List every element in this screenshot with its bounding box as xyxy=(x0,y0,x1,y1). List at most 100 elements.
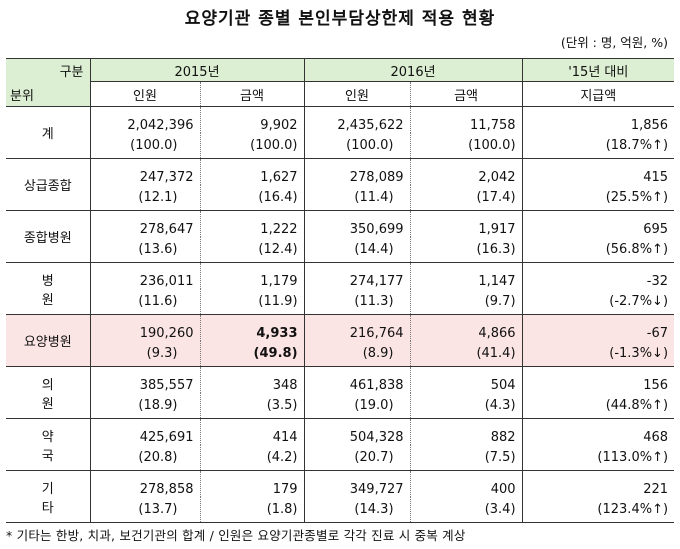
people-2016: 349,727 xyxy=(303,470,411,497)
col-people-2016: 인원 xyxy=(303,81,411,107)
people-2015-ratio: (13.6) xyxy=(89,237,200,263)
people-2016-ratio: (14.4) xyxy=(303,237,411,263)
row-label: 요양병원 xyxy=(6,314,90,367)
paid-change-ratio: (-2.7%↓) xyxy=(521,289,675,315)
amount-2016: 400 xyxy=(409,470,523,497)
paid-change: 221 xyxy=(521,470,675,497)
table-row: 요양병원 190,260 4,933 216,764 4,866 -67 xyxy=(6,314,675,367)
paid-change-ratio: (113.0%↑) xyxy=(521,445,675,471)
paid-change: 156 xyxy=(521,366,675,393)
amount-2016: 11,758 xyxy=(409,106,523,133)
year-2015-header: 2015년 xyxy=(89,58,305,82)
table-row-ratio: (13.6) (12.4) (14.4) (16.3) (56.8%↑) xyxy=(6,237,675,263)
amount-2016-ratio: (3.4) xyxy=(409,497,523,523)
people-2016: 461,838 xyxy=(303,366,411,393)
amount-2015-ratio: (12.4) xyxy=(199,237,305,263)
table-row: 계 2,042,396 9,902 2,435,622 11,758 1,856 xyxy=(6,106,675,159)
amount-2015: 179 xyxy=(199,470,305,497)
page-title: 요양기관 종별 본인부담상한제 적용 현황 xyxy=(184,9,496,29)
amount-2016: 2,042 xyxy=(409,158,523,185)
amount-2015-ratio: (1.8) xyxy=(199,497,305,523)
people-2016-ratio: (11.3) xyxy=(303,289,411,315)
amount-2016: 1,917 xyxy=(409,210,523,237)
people-2016-ratio: (20.7) xyxy=(303,445,411,471)
paid-change-ratio: (44.8%↑) xyxy=(521,393,675,419)
compare-header-line1: '15년 대비 xyxy=(521,58,675,82)
col-amount-2015: 금액 xyxy=(199,81,305,107)
amount-2016-ratio: (4.3) xyxy=(409,393,523,419)
table-row: 종합병원 278,647 1,222 350,699 1,917 695 xyxy=(6,210,675,263)
paid-change-ratio: (123.4%↑) xyxy=(521,497,675,523)
row-label: 기 타 xyxy=(6,470,90,523)
people-2016-ratio: (8.9) xyxy=(303,341,411,367)
people-2016: 504,328 xyxy=(303,418,411,445)
table-row: 기 타 278,858 179 349,727 400 221 xyxy=(6,470,675,523)
people-2015: 278,647 xyxy=(89,210,200,237)
header-row-years: 구분 분위 2015년 2016년 '15년 대비 xyxy=(6,58,675,107)
amount-2015: 1,222 xyxy=(199,210,305,237)
table-row-ratio: (18.9) (3.5) (19.0) (4.3) (44.8%↑) xyxy=(6,393,675,419)
amount-2015: 1,627 xyxy=(199,158,305,185)
row-label: 종합병원 xyxy=(6,210,90,263)
people-2016: 350,699 xyxy=(303,210,411,237)
header-row-columns: 인원 금액 인원 금액 지급액 xyxy=(6,81,675,107)
paid-change: -67 xyxy=(521,314,675,341)
row-label: 의 원 xyxy=(6,366,90,419)
table-row: 상급종합 247,372 1,627 278,089 2,042 415 xyxy=(6,158,675,211)
amount-2016: 504 xyxy=(409,366,523,393)
table-row-ratio: (12.1) (16.4) (11.4) (17.4) (25.5%↑) xyxy=(6,185,675,211)
col-people-2015: 인원 xyxy=(89,81,200,107)
table-row-ratio: (11.6) (11.9) (11.3) (9.7) (-2.7%↓) xyxy=(6,289,675,315)
people-2015: 425,691 xyxy=(89,418,200,445)
table-row-ratio: (20.8) (4.2) (20.7) (7.5) (113.0%↑) xyxy=(6,445,675,471)
row-label: 상급종합 xyxy=(6,158,90,211)
people-2015-ratio: (13.7) xyxy=(89,497,200,523)
table-row-ratio: (9.3) (49.8) (8.9) (41.4) (-1.3%↓) xyxy=(6,341,675,367)
amount-2015: 9,902 xyxy=(199,106,305,133)
amount-2016: 882 xyxy=(409,418,523,445)
people-2015: 236,011 xyxy=(89,262,200,289)
people-2016: 274,177 xyxy=(303,262,411,289)
footnote: * 기타는 한방, 치과, 보건기관의 합계 / 인원은 요양기관종별로 각각 … xyxy=(6,528,466,543)
people-2015: 385,557 xyxy=(89,366,200,393)
amount-2015-ratio: (4.2) xyxy=(199,445,305,471)
paid-change: 468 xyxy=(521,418,675,445)
people-2015-ratio: (18.9) xyxy=(89,393,200,419)
people-2016: 216,764 xyxy=(303,314,411,341)
amount-2015-ratio: (16.4) xyxy=(199,185,305,211)
amount-2016-ratio: (9.7) xyxy=(409,289,523,315)
data-table: 구분 분위 2015년 2016년 '15년 대비 인원 금액 인원 금액 지급… xyxy=(6,58,675,523)
people-2015-ratio: (11.6) xyxy=(89,289,200,315)
year-2016-header: 2016년 xyxy=(303,58,523,82)
people-2015-ratio: (100.0) xyxy=(89,133,200,159)
corner-cell: 구분 분위 xyxy=(6,58,90,107)
people-2015: 2,042,396 xyxy=(89,106,200,133)
paid-change: 1,856 xyxy=(521,106,675,133)
amount-2015: 4,933 xyxy=(199,314,305,341)
people-2016: 2,435,622 xyxy=(303,106,411,133)
paid-change: 695 xyxy=(521,210,675,237)
paid-change-ratio: (56.8%↑) xyxy=(521,237,675,263)
table-row: 약 국 425,691 414 504,328 882 468 xyxy=(6,418,675,471)
amount-2015: 1,179 xyxy=(199,262,305,289)
row-label: 계 xyxy=(6,106,90,159)
paid-change-ratio: (18.7%↑) xyxy=(521,133,675,159)
people-2016-ratio: (100.0) xyxy=(303,133,411,159)
amount-2016-ratio: (100.0) xyxy=(409,133,523,159)
people-2015-ratio: (9.3) xyxy=(89,341,200,367)
amount-2015-ratio: (49.8) xyxy=(199,341,305,367)
amount-2015: 414 xyxy=(199,418,305,445)
people-2015: 190,260 xyxy=(89,314,200,341)
amount-2016: 4,866 xyxy=(409,314,523,341)
unit-note: (단위 : 명, 억원, %) xyxy=(560,35,668,50)
people-2016-ratio: (11.4) xyxy=(303,185,411,211)
people-2015-ratio: (12.1) xyxy=(89,185,200,211)
amount-2016-ratio: (7.5) xyxy=(409,445,523,471)
row-label: 병 원 xyxy=(6,262,90,315)
amount-2015-ratio: (3.5) xyxy=(199,393,305,419)
table-row: 의 원 385,557 348 461,838 504 156 xyxy=(6,366,675,419)
amount-2016-ratio: (16.3) xyxy=(409,237,523,263)
amount-2015: 348 xyxy=(199,366,305,393)
people-2015-ratio: (20.8) xyxy=(89,445,200,471)
table-row-ratio: (13.7) (1.8) (14.3) (3.4) (123.4%↑) xyxy=(6,497,675,523)
